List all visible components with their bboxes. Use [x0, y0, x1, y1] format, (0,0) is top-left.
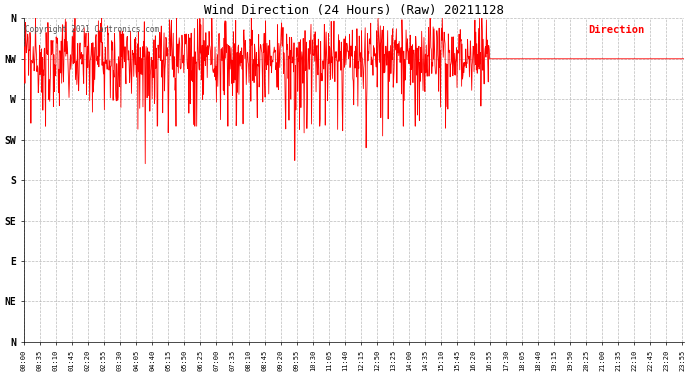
Text: Direction: Direction	[589, 25, 644, 35]
Title: Wind Direction (24 Hours) (Raw) 20211128: Wind Direction (24 Hours) (Raw) 20211128	[204, 4, 504, 17]
Text: Copyright 2021 Cartronics.com: Copyright 2021 Cartronics.com	[25, 25, 159, 34]
